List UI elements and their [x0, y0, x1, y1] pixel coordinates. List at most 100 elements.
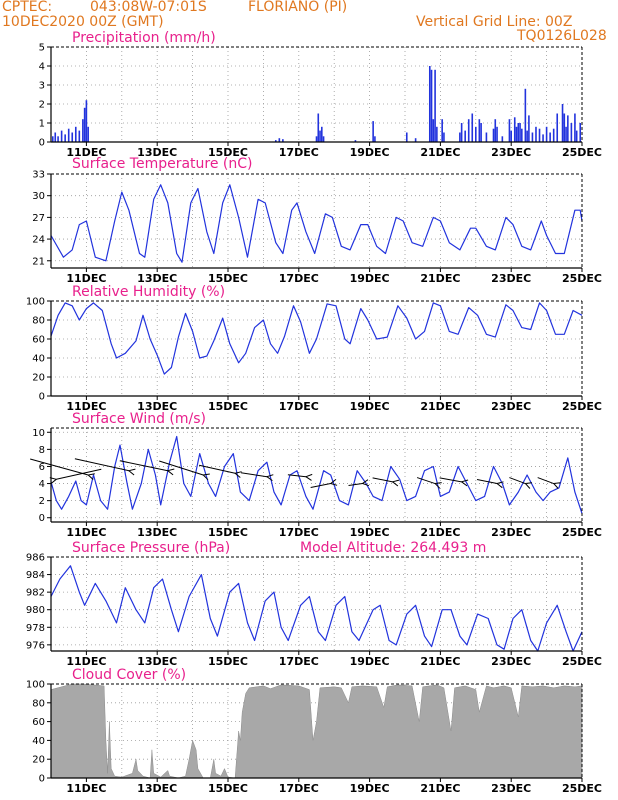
humidity-ytick-label: 0	[39, 392, 45, 403]
precipitation-bar	[319, 130, 321, 142]
precipitation-bar	[464, 130, 466, 142]
humidity-ytick-label: 40	[32, 354, 45, 365]
precipitation-bar	[60, 130, 63, 142]
humidity-title: Relative Humidity (%)	[72, 284, 225, 300]
precipitation-bar	[274, 140, 277, 142]
pressure-xtick-label: 13DEC	[137, 655, 177, 668]
temperature-ytick-label: 30	[32, 191, 45, 202]
humidity-xtick-label: 13DEC	[137, 400, 177, 413]
precipitation-bar	[515, 126, 518, 142]
precipitation-bar	[315, 136, 318, 142]
temperature-xtick-label: 11DEC	[66, 272, 106, 285]
humidity-series-line	[50, 302, 583, 375]
precipitation-bar	[492, 128, 495, 142]
precipitation-bar	[545, 126, 548, 142]
temperature-ytick-label: 21	[32, 256, 45, 267]
precipitation-bar	[443, 132, 445, 142]
precipitation-ytick-label: 1	[39, 119, 45, 130]
precipitation-bar	[513, 117, 516, 142]
precipitation-bar	[575, 130, 578, 142]
wind-arrow-head	[166, 468, 175, 476]
cloud-cover-ytick-label: 40	[32, 736, 45, 747]
pressure-title: Surface Pressure (hPa)	[72, 540, 230, 556]
precipitation-chart: Precipitation (mm/h) 0 1 2 3 4 5 11DEC 13DEC 15DE…	[39, 30, 602, 159]
humidity-ytick-label: 80	[32, 316, 45, 327]
precipitation-xtick-label: 17DEC	[279, 146, 319, 159]
precipitation-bar	[556, 113, 559, 142]
precipitation-bar	[508, 119, 511, 142]
precipitation-bar	[478, 119, 481, 142]
temperature-xtick-label: 13DEC	[137, 272, 177, 285]
precipitation-bar	[549, 132, 551, 142]
precipitation-title: Precipitation (mm/h)	[72, 30, 216, 46]
precipitation-bar	[531, 132, 534, 142]
cloud-cover-xtick-label: 21DEC	[420, 782, 460, 795]
precipitation-xtick-label: 25DEC	[562, 146, 602, 159]
humidity-xtick-label: 19DEC	[350, 400, 390, 413]
wind-series-line	[50, 435, 583, 514]
cloud-cover-xtick-label: 15DEC	[208, 782, 248, 795]
pressure-series-line	[50, 565, 583, 652]
temperature-xtick-label: 19DEC	[350, 272, 390, 285]
cloud-cover-ytick-label: 0	[39, 774, 45, 785]
precipitation-xtick-label: 13DEC	[137, 146, 177, 159]
precipitation-bar	[519, 123, 521, 142]
precipitation-bar	[459, 132, 461, 142]
wind-arrow-head	[552, 482, 561, 489]
cloud-cover-chart: Cloud Cover (%) 0 20 40 60 80 100 11DEC 13DEC 15D…	[26, 667, 602, 795]
precipitation-bar	[317, 113, 320, 142]
wind-arrow	[56, 468, 102, 480]
precipitation-bar	[467, 119, 470, 142]
cloud-cover-area	[50, 683, 583, 779]
cloud-cover-ytick-label: 20	[32, 755, 45, 766]
precipitation-bar	[517, 123, 520, 142]
pressure-ytick-label: 978	[26, 623, 45, 634]
pressure-ytick-label: 982	[26, 588, 45, 599]
precipitation-bar	[524, 88, 527, 142]
precipitation-xtick-label: 21DEC	[420, 146, 460, 159]
precipitation-bar	[567, 115, 569, 142]
header-coords: 043:08W-07:01S	[90, 0, 207, 15]
precipitation-xtick-label: 23DEC	[491, 146, 531, 159]
precipitation-bar	[54, 132, 57, 142]
header-code: TQ0126L028	[517, 28, 607, 44]
precipitation-ytick-label: 0	[39, 138, 45, 149]
precipitation-bar	[57, 136, 59, 142]
temperature-xtick-label: 25DEC	[562, 272, 602, 285]
wind-xtick-label: 15DEC	[208, 526, 248, 539]
temperature-ytick-label: 27	[32, 213, 45, 224]
precipitation-bar	[526, 130, 528, 142]
wind-arrow	[348, 483, 363, 487]
precipitation-bar	[405, 132, 408, 142]
wind-ytick-label: 4	[39, 479, 45, 490]
wind-arrow-head	[49, 477, 58, 484]
wind-ytick-label: 10	[32, 428, 45, 439]
precipitation-bar	[67, 128, 70, 142]
precipitation-bar	[434, 69, 436, 142]
wind-arrow	[198, 464, 236, 474]
precipitation-bar	[480, 123, 482, 142]
pressure-ytick-label: 984	[26, 570, 45, 581]
cloud-cover-xtick-label: 11DEC	[66, 782, 106, 795]
header-source: CPTEC:	[2, 0, 53, 15]
precipitation-bar	[282, 139, 284, 142]
wind-title: Surface Wind (m/s)	[72, 411, 206, 427]
pressure-chart: Surface Pressure (hPa) Model Altitude: 26…	[26, 540, 602, 668]
pressure-xtick-label: 23DEC	[491, 655, 531, 668]
precipitation-bar	[574, 113, 576, 142]
precipitation-bar	[78, 130, 81, 142]
pressure-ytick-label: 980	[26, 605, 45, 616]
temperature-ytick-label: 24	[32, 235, 45, 246]
wind-xtick-label: 19DEC	[350, 526, 390, 539]
header-grid-line: Vertical Grid Line: 00Z	[416, 14, 573, 30]
precipitation-bar	[64, 134, 66, 142]
precipitation-bar	[552, 128, 555, 142]
humidity-ytick-label: 100	[26, 297, 45, 308]
precipitation-xtick-label: 11DEC	[66, 146, 106, 159]
wind-arrow-head	[460, 479, 469, 487]
wind-ytick-label: 0	[39, 513, 45, 524]
precipitation-bar	[436, 126, 438, 142]
temperature-chart: Surface Temperature (nC) 21 24 27 30 33 11DEC 1…	[32, 156, 602, 285]
temperature-series-line	[50, 184, 583, 263]
